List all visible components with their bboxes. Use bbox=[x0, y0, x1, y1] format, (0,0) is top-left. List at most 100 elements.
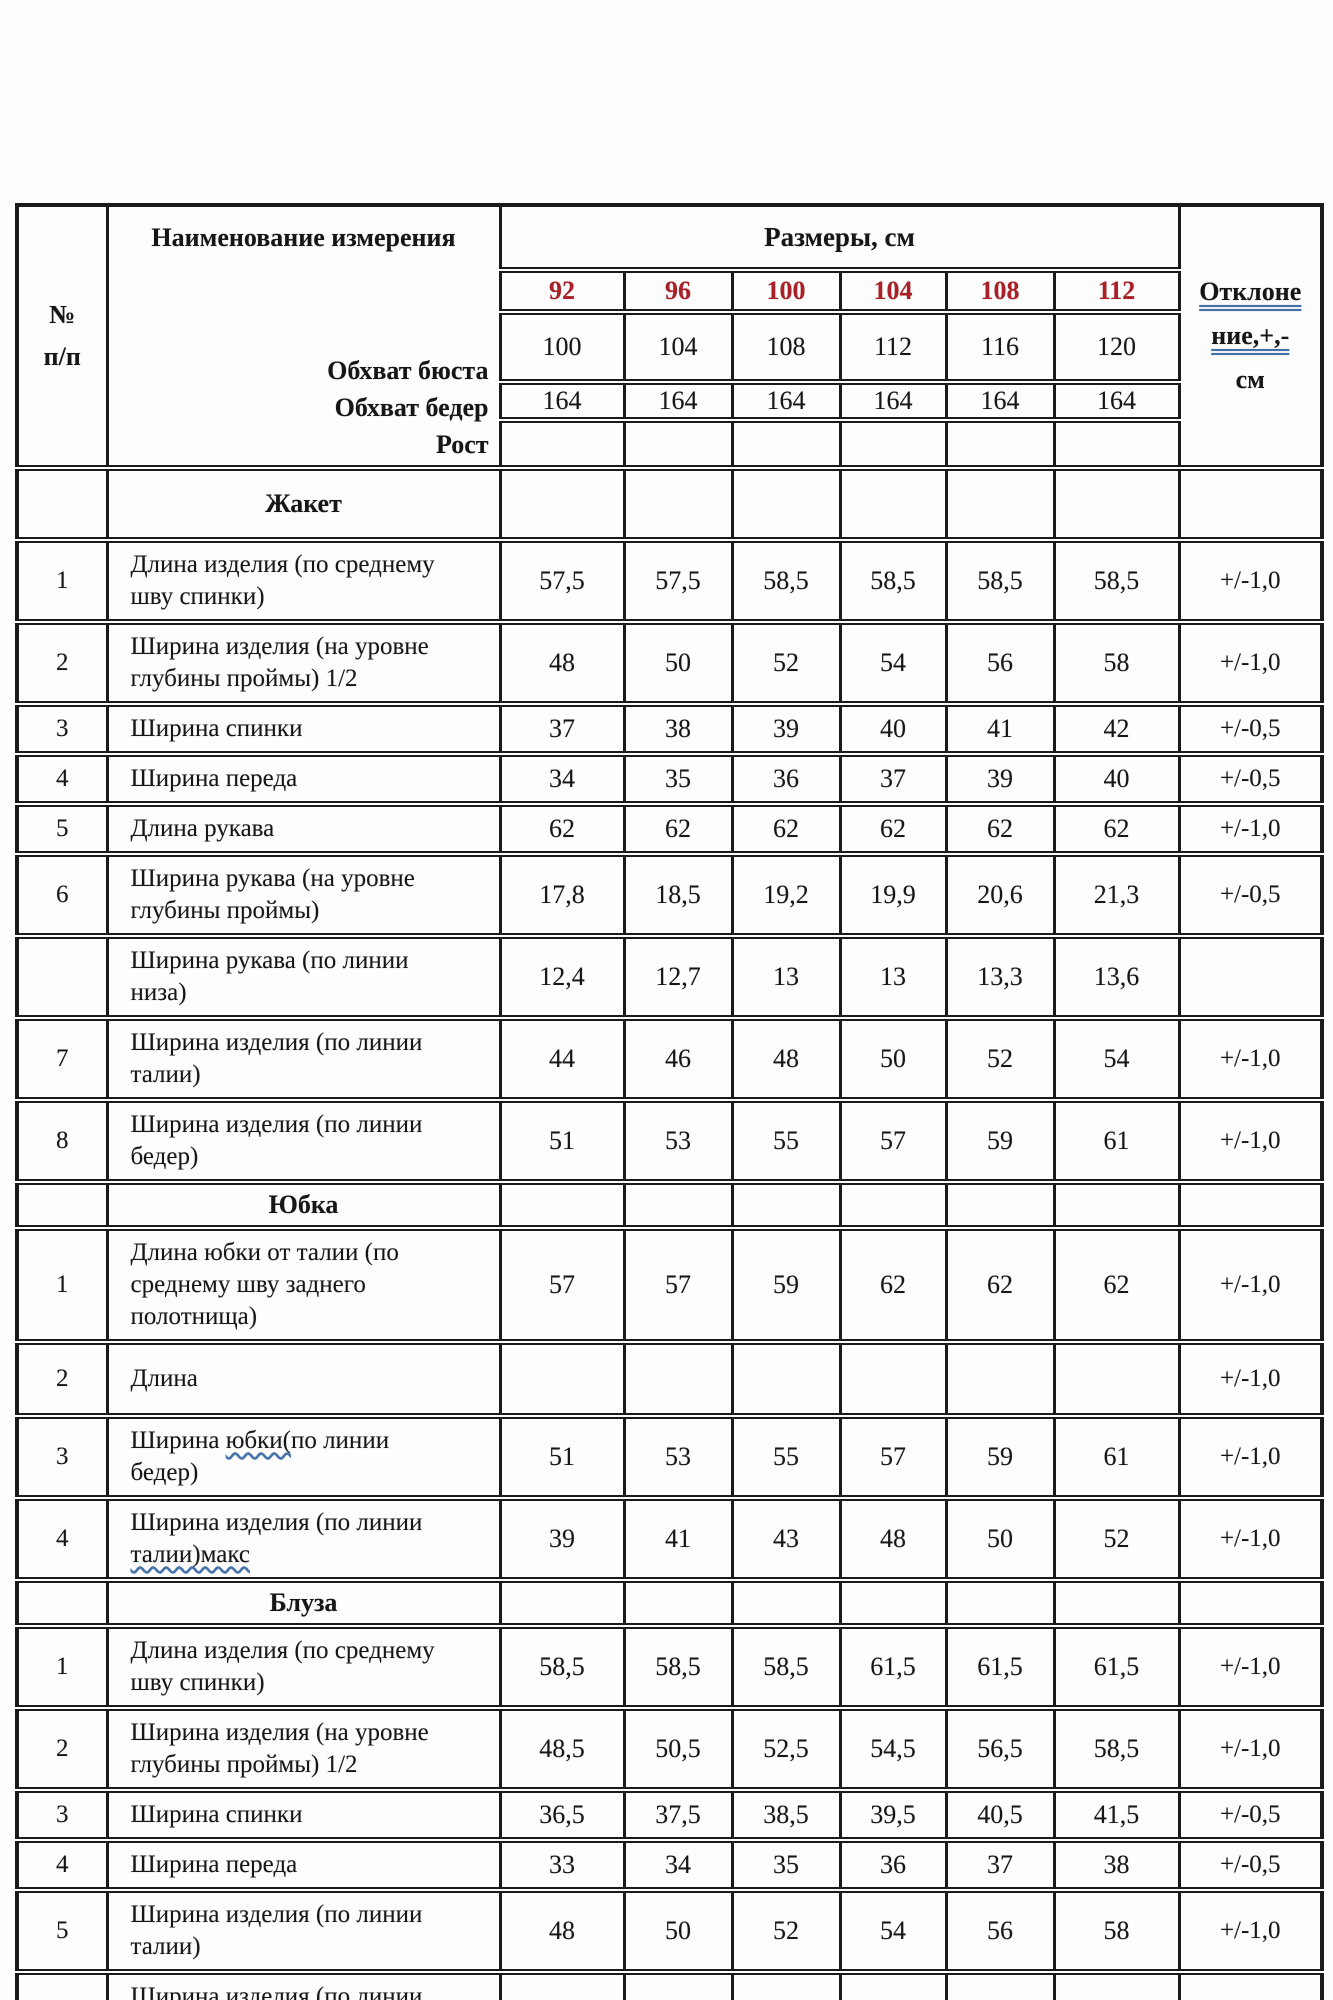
row-number-cell: 3 bbox=[15, 1413, 109, 1501]
measurement-value-cell: 13,6 bbox=[1052, 933, 1181, 1021]
row-number-cell bbox=[15, 1179, 109, 1231]
measurement-value-cell: 58,5 bbox=[622, 1623, 734, 1711]
measurement-label: Длина юбки от талии (по среднему шву зад… bbox=[105, 1225, 502, 1345]
col-header-row-number: № п/п bbox=[15, 203, 109, 471]
table-row: 8 Ширина изделия (по линии бедер) 51 53 55 57… bbox=[15, 1097, 1324, 1185]
bust-value-cell: 108 bbox=[730, 309, 842, 385]
table-row: Ширина рукава (по линии низа) 12,4 12,7 13 1… bbox=[15, 933, 1324, 1021]
deviation-cell: +/-1,0 bbox=[1177, 1225, 1324, 1345]
measurement-value-cell: 55 bbox=[730, 1097, 842, 1185]
measurement-value-cell: 39 bbox=[498, 1495, 626, 1583]
deviation-cell: +/-1,0 bbox=[1177, 1705, 1324, 1793]
body-measure-labels: Обхват бюста Обхват бедер Рост bbox=[327, 352, 489, 462]
section-title: Юбка bbox=[105, 1179, 502, 1231]
measurement-value-cell: 57 bbox=[838, 1097, 948, 1185]
measurement-label: Ширина изделия (на уровне глубины проймы… bbox=[105, 1705, 502, 1793]
measurement-value-cell: 20,6 bbox=[944, 851, 1056, 939]
measurement-value-cell: 46 bbox=[622, 1015, 734, 1103]
measurement-value-cell: 59 bbox=[730, 1225, 842, 1345]
hip-value-cell: 164 bbox=[622, 379, 734, 423]
measurement-value-cell: 58 bbox=[1052, 619, 1181, 707]
measurement-value-cell: 48,5 bbox=[498, 1705, 626, 1793]
hip-value-cell: 164 bbox=[838, 379, 948, 423]
measurement-value-cell: 54 bbox=[1052, 1015, 1181, 1103]
measurement-value-cell: 57,5 bbox=[622, 537, 734, 625]
misspelled-word: юбки( bbox=[225, 1427, 291, 1454]
deviation-cell: +/-1,0 bbox=[1177, 1015, 1324, 1103]
section-title: Блуза bbox=[105, 1577, 502, 1629]
measurement-value-cell: 40 bbox=[838, 701, 948, 757]
deviation-cell: +/-1,0 bbox=[1177, 1887, 1324, 1975]
row-number-cell: 3 bbox=[15, 701, 109, 757]
measurement-value-cell: 53 bbox=[622, 1413, 734, 1501]
measurement-value-cell: 54 bbox=[622, 1969, 734, 2000]
measurement-value-cell: 61,5 bbox=[944, 1623, 1056, 1711]
measurement-value-cell: 36 bbox=[838, 1837, 948, 1893]
measurement-value-cell: 50 bbox=[622, 1887, 734, 1975]
measurement-value-cell: 58,5 bbox=[944, 537, 1056, 625]
row-number-cell: 4 bbox=[15, 1837, 109, 1893]
bust-girth-label: Обхват бюста bbox=[327, 356, 489, 385]
table-row: 3 Ширина юбки(по линии бедер) 51 53 55 57 59 61… bbox=[15, 1413, 1324, 1501]
measurement-value-cell bbox=[1052, 1339, 1181, 1419]
measurement-value-cell: 52 bbox=[1052, 1495, 1181, 1583]
deviation-cell: +/-1,0 bbox=[1177, 619, 1324, 707]
measurement-value-cell: 62 bbox=[498, 801, 626, 857]
hip-value-cell: 164 bbox=[498, 379, 626, 423]
table-row: 1 Длина изделия (по среднему шву спинки) 5… bbox=[15, 537, 1324, 625]
measurement-value-cell bbox=[944, 1339, 1056, 1419]
measurement-value-cell: 44 bbox=[498, 1015, 626, 1103]
measurement-value-cell: 56 bbox=[944, 619, 1056, 707]
measurement-value-cell: 48 bbox=[838, 1495, 948, 1583]
measurement-label: Ширина рукава (на уровне глубины проймы) bbox=[105, 851, 502, 939]
bust-value-cell: 100 bbox=[498, 309, 626, 385]
measurement-value-cell: 54 bbox=[838, 1887, 948, 1975]
measurement-value-cell: 40 bbox=[1052, 751, 1181, 807]
row-number-cell: 2 bbox=[15, 1339, 109, 1419]
measurement-value-cell: 53 bbox=[622, 1097, 734, 1185]
deviation-line-1: Отклоне bbox=[1199, 277, 1302, 306]
measurement-value-cell: 62 bbox=[1052, 1969, 1181, 2000]
measurement-value-cell: 55 bbox=[730, 1413, 842, 1501]
deviation-cell: +/-0,5 bbox=[1177, 1787, 1324, 1843]
row-number-cell bbox=[15, 465, 109, 543]
measurement-value-cell: 37 bbox=[838, 751, 948, 807]
measurement-value-cell: 62 bbox=[944, 1225, 1056, 1345]
height-empty-cell bbox=[622, 417, 734, 471]
height-empty-cell bbox=[838, 417, 948, 471]
measurement-value-cell: 58 bbox=[1052, 1887, 1181, 1975]
measurement-value-cell: 41,5 bbox=[1052, 1787, 1181, 1843]
measurement-label: Ширина спинки bbox=[105, 1787, 502, 1843]
misspelled-word: талии)макс bbox=[130, 1541, 250, 1568]
row-number-cell bbox=[15, 933, 109, 1021]
empty-cell bbox=[1052, 1577, 1181, 1629]
deviation-cell bbox=[1177, 1179, 1324, 1231]
measurement-label: Длина изделия (по среднему шву спинки) bbox=[105, 537, 502, 625]
measurement-value-cell: 50 bbox=[622, 619, 734, 707]
bust-value-cell: 104 bbox=[622, 309, 734, 385]
measurement-value-cell: 62 bbox=[1052, 801, 1181, 857]
measurement-label: Длина рукава bbox=[105, 801, 502, 857]
size-chart-table: № п/п Наименование измерения Обхват бюст… bbox=[15, 203, 1324, 2000]
measurement-value-cell: 51 bbox=[498, 1413, 626, 1501]
table-row: 1 Длина юбки от талии (по среднему шву за… bbox=[15, 1225, 1324, 1345]
row-number-cell: 5 bbox=[15, 1887, 109, 1975]
row-number-cell: 2 bbox=[15, 619, 109, 707]
size-value-cell: 108 bbox=[944, 267, 1056, 315]
row-number-cell: 6 bbox=[15, 851, 109, 939]
measurement-value-cell: 54,5 bbox=[838, 1705, 948, 1793]
height-label: Рост bbox=[435, 430, 489, 459]
deviation-line-3: см bbox=[1235, 365, 1265, 394]
row-number-cell: 5 bbox=[15, 801, 109, 857]
measurement-value-cell: 21,3 bbox=[1052, 851, 1181, 939]
empty-cell bbox=[1052, 465, 1181, 543]
label-text: по линии бедер) bbox=[130, 1427, 390, 1486]
row-number-cell: 4 bbox=[15, 751, 109, 807]
measurement-value-cell: 52 bbox=[730, 619, 842, 707]
table-row: 4 Ширина изделия (по линии талии)макс 39 41… bbox=[15, 1495, 1324, 1583]
bust-value-cell: 120 bbox=[1052, 309, 1181, 385]
measurement-label: Ширина изделия (по линии бедер) bbox=[105, 1097, 502, 1185]
measurement-value-cell: 57 bbox=[622, 1225, 734, 1345]
measurement-label: Ширина изделия (по линии бедер) bbox=[105, 1969, 502, 2000]
deviation-cell bbox=[1177, 465, 1324, 543]
